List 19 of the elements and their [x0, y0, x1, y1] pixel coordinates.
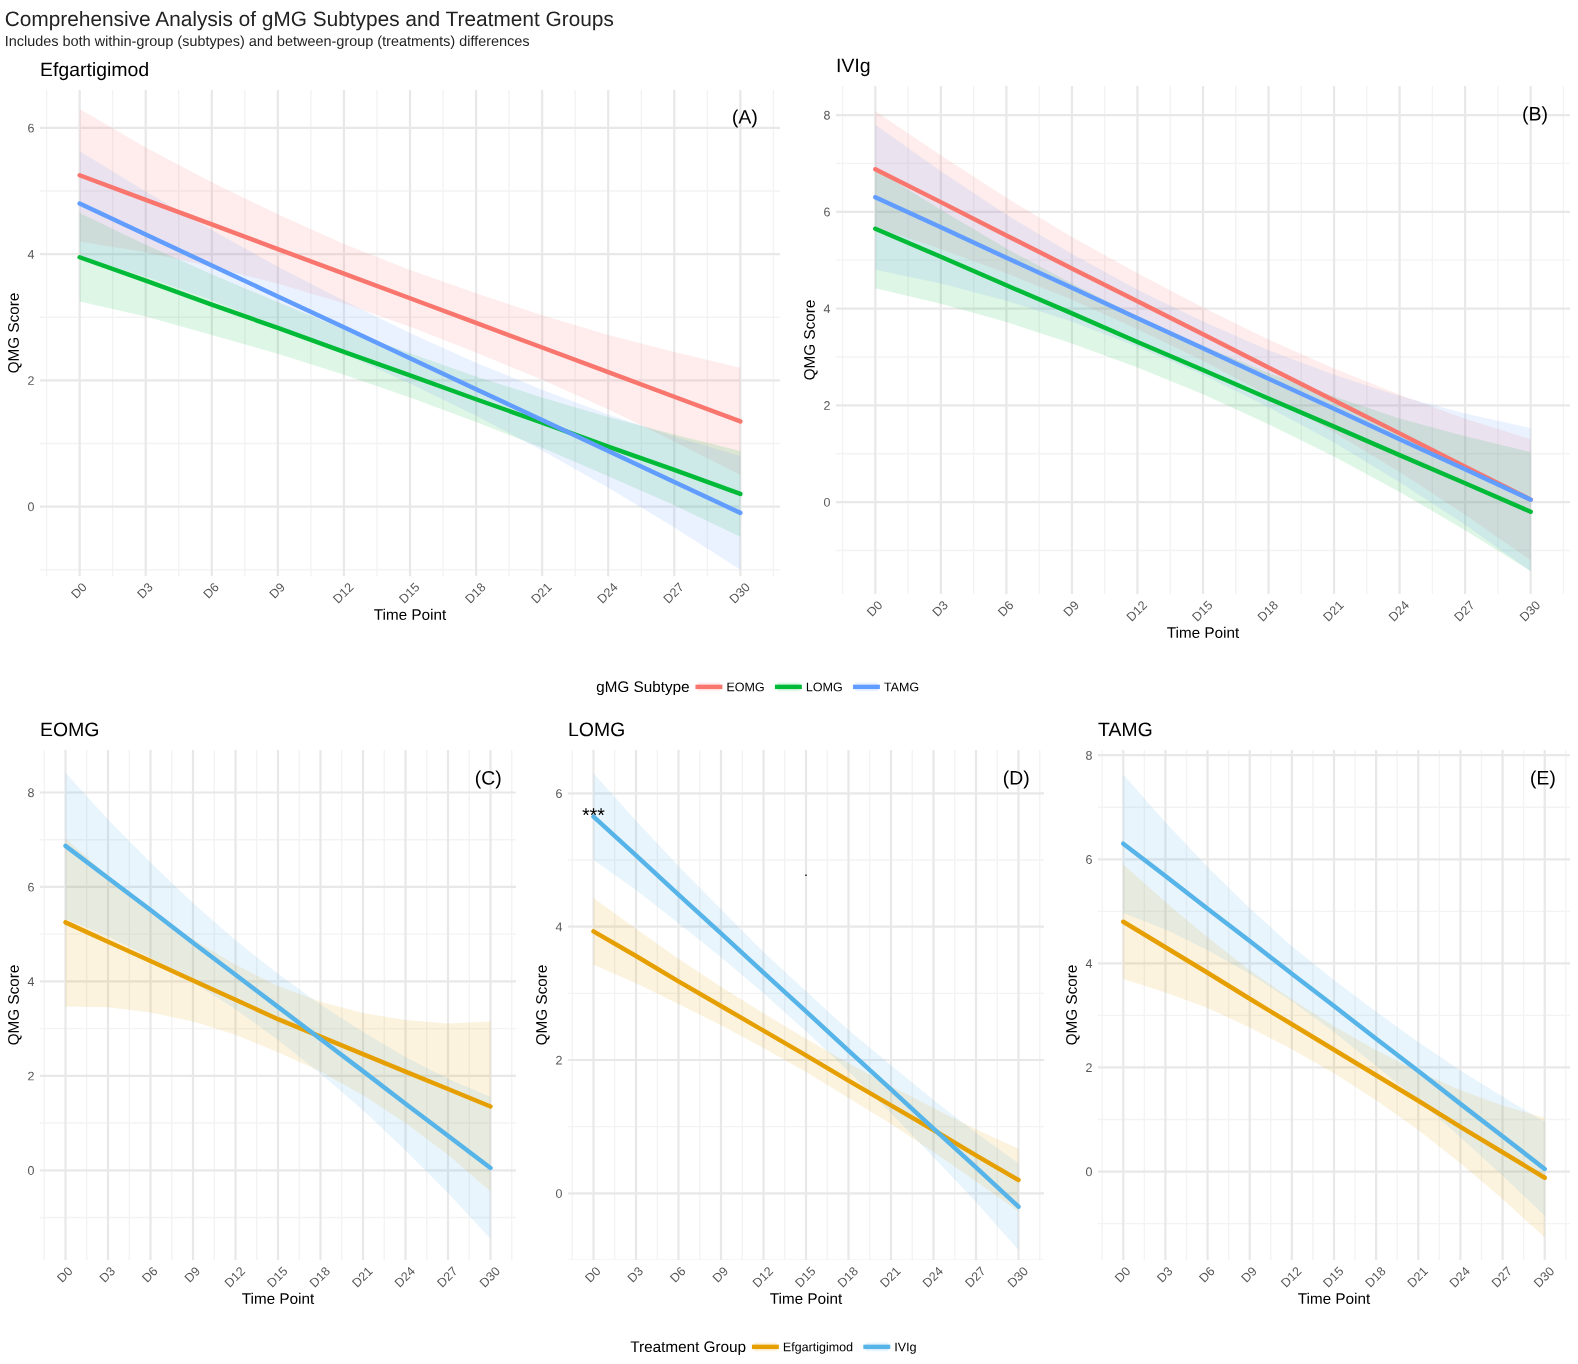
annotation: ***	[582, 808, 605, 816]
annotation: (D)	[1003, 770, 1029, 789]
line-series	[591, 814, 1021, 1209]
chart-title: IVIg	[837, 58, 870, 77]
annotation: (C)	[475, 770, 501, 789]
line-series	[591, 929, 1021, 1183]
text: Comprehensive Analysis of gMG Subtypes and Treatment Groups	[5, 10, 614, 31]
chart-title: Efgartigimod	[41, 62, 148, 81]
line-series	[77, 172, 743, 424]
line-series	[77, 255, 743, 497]
line-series	[1121, 919, 1547, 1180]
chart-title: TAMG	[1098, 722, 1152, 737]
annotation: (A)	[733, 109, 757, 128]
line-series	[1121, 841, 1547, 1172]
annotation: (E)	[1531, 770, 1555, 789]
line-series	[63, 920, 493, 1109]
chart-title: LOMG	[569, 722, 624, 737]
annotation: (B)	[1523, 106, 1547, 125]
chart-title: EOMG	[41, 722, 98, 737]
